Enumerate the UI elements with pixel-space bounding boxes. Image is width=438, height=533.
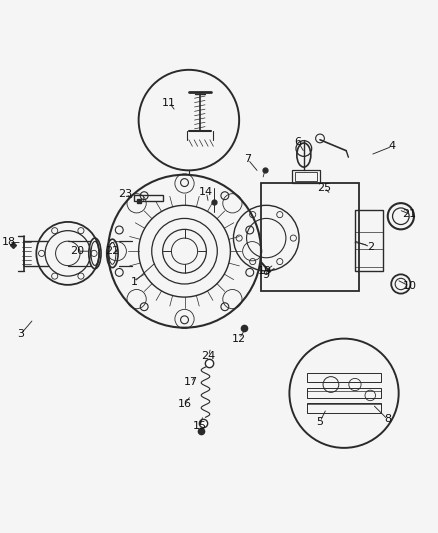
Bar [134, 195, 162, 201]
Text: 9: 9 [262, 270, 269, 280]
Text: 3: 3 [17, 329, 24, 339]
Bar [307, 403, 381, 413]
Text: 16: 16 [177, 399, 191, 409]
Text: 19: 19 [258, 266, 272, 276]
Text: 23: 23 [118, 189, 133, 199]
Text: 24: 24 [201, 351, 215, 361]
Text: 12: 12 [232, 334, 246, 344]
Text: 7: 7 [244, 155, 251, 164]
Bar [295, 172, 317, 181]
Text: 17: 17 [184, 377, 198, 387]
Text: 20: 20 [71, 246, 85, 256]
Text: 5: 5 [317, 417, 324, 426]
Text: 1: 1 [131, 277, 138, 287]
Bar [261, 183, 359, 290]
Text: 18: 18 [2, 238, 16, 247]
Text: 6: 6 [295, 137, 302, 147]
Text: 15: 15 [193, 421, 207, 431]
Text: 14: 14 [199, 187, 213, 197]
Text: 2: 2 [367, 242, 374, 252]
Text: 11: 11 [162, 98, 176, 108]
Bar [307, 388, 381, 398]
Bar [292, 171, 320, 183]
Bar [355, 209, 383, 271]
Text: 25: 25 [317, 183, 332, 193]
Text: 4: 4 [389, 141, 396, 151]
Text: 22: 22 [105, 246, 120, 256]
Bar [307, 373, 381, 382]
Text: 21: 21 [403, 209, 417, 219]
Text: 10: 10 [403, 281, 417, 291]
Text: 8: 8 [384, 415, 391, 424]
